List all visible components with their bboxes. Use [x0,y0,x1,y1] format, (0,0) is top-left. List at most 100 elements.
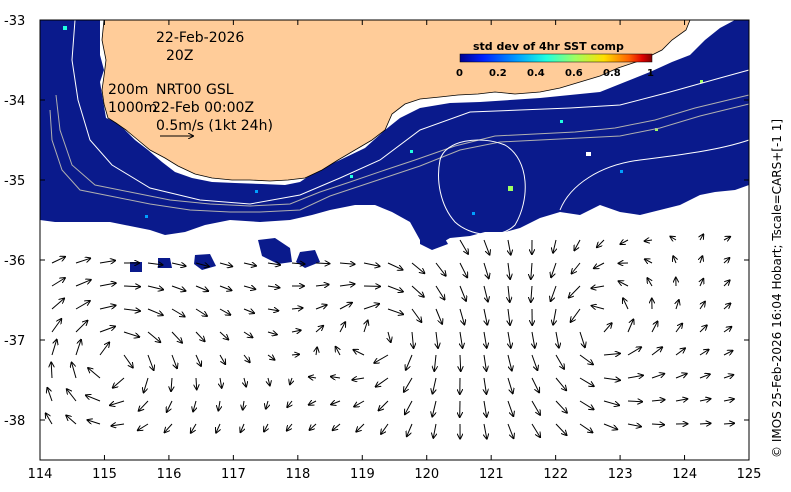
x-tick-label: 118 [285,467,310,482]
x-axis-labels: 114 115 116 117 118 119 120 121 122 123 … [28,467,762,482]
current-vector [459,239,468,254]
current-vector [507,423,514,438]
current-vector [675,324,682,333]
x-tick-label: 124 [672,467,697,482]
current-vector [531,354,537,370]
current-vector [603,423,617,429]
current-vector [484,331,487,348]
current-vector [374,354,389,363]
current-vector [676,300,679,310]
current-vector [723,280,730,287]
current-vector [572,262,581,274]
current-vector [167,400,173,412]
current-vector [219,285,232,290]
current-vector [75,340,81,356]
current-vector [86,395,101,402]
current-vector [88,368,101,379]
current-vector [508,285,510,302]
x-tick-label: 114 [28,467,53,482]
colorbar-title: std dev of 4hr SST comp [473,40,624,53]
sst-anomaly-pixels [63,26,703,218]
current-vector [139,400,149,411]
current-vector [459,285,466,301]
colorbar-tick-3: 0.6 [565,68,583,79]
current-vector [699,423,711,424]
current-vector [623,298,629,310]
current-vector [484,423,487,439]
current-vector [99,305,116,310]
current-vector [387,285,403,292]
current-vector [315,263,329,264]
current-vector [579,354,593,364]
current-vector [75,321,87,333]
current-vector [243,309,254,313]
current-vector [647,278,652,287]
current-vector [99,261,115,264]
current-vector [123,331,139,337]
current-vector [407,423,413,436]
current-vector [88,420,101,425]
current-vector [110,400,125,405]
current-vector [47,388,53,402]
current-vector [267,263,280,265]
current-vector [723,258,729,263]
current-vector [432,400,437,417]
current-vector [651,374,664,379]
current-vector [51,340,57,356]
current-vector [433,377,437,394]
current-vector [75,280,91,287]
current-vector [484,308,487,325]
contour-200-label: 200m [108,82,148,98]
current-vector [507,400,513,416]
current-vector [579,377,594,386]
current-vector [72,363,77,379]
current-vector [569,285,581,298]
current-vector [531,285,532,302]
colorbar-tick-4: 0.8 [603,68,621,79]
current-vector [219,331,228,340]
current-vector [700,279,703,287]
current-vector [555,400,567,413]
current-vector [123,354,133,368]
current-vector [670,237,677,240]
y-tick-label: -37 [4,334,25,349]
current-vector [219,354,225,364]
current-vector [603,354,620,356]
y-tick-label: -34 [4,94,25,109]
current-vector [699,325,707,333]
current-vector [651,424,664,425]
current-vector [147,331,160,342]
current-vector [195,308,207,316]
current-vector [243,331,252,337]
current-vector [51,299,64,310]
current-vector [219,263,232,266]
current-vector [483,239,490,255]
current-vector [723,399,734,401]
current-vector [507,354,512,371]
y-tick-label: -36 [4,254,25,269]
current-vector [435,308,442,324]
current-vector [171,285,186,291]
x-tick-label: 117 [221,467,246,482]
current-vector [147,308,163,315]
current-vector [483,262,489,278]
current-vector [651,400,665,401]
current-vector [195,354,201,366]
current-vector [553,239,556,253]
current-vector [216,423,220,433]
current-vector [574,239,581,250]
current-vector [484,400,487,417]
current-vector [113,377,125,388]
current-vector [243,354,250,362]
current-vector [316,348,317,356]
colorbar-tick-5: 1 [647,68,654,79]
current-vector [243,263,256,266]
current-vector [387,308,403,314]
current-vector [267,355,275,360]
current-vector [508,331,511,348]
current-vector [291,308,303,309]
current-vector [243,400,244,410]
current-vectors [46,234,734,438]
x-tick-label: 119 [350,467,375,482]
current-vector [484,377,486,394]
